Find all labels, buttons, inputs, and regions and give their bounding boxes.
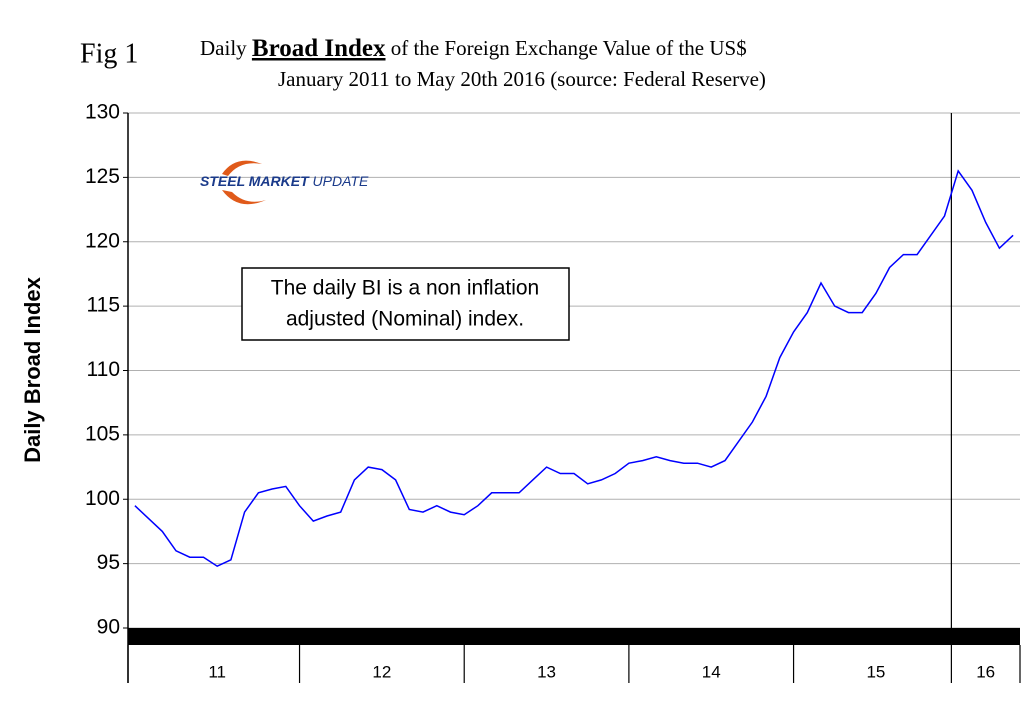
data-line xyxy=(134,169,1014,568)
x-tick-label: 11 xyxy=(208,662,226,681)
title-part: of the Foreign Exchange Value of the US$ xyxy=(386,36,747,60)
y-tick-label: 130 xyxy=(85,101,120,124)
logo-swoosh xyxy=(222,190,266,205)
logo: STEEL MARKET UPDATE xyxy=(200,160,369,205)
logo-swoosh xyxy=(222,160,262,176)
y-tick-label: 95 xyxy=(97,551,120,574)
annotation: The daily BI is a non inflation xyxy=(271,277,540,300)
title-part: Daily xyxy=(200,36,252,60)
axis-band xyxy=(128,628,1020,645)
x-tick-label: 16 xyxy=(976,662,995,681)
chart-subtitle: January 2011 to May 20th 2016 (source: F… xyxy=(278,67,766,91)
logo-text: STEEL MARKET UPDATE xyxy=(200,173,369,189)
y-tick-label: 90 xyxy=(97,616,120,639)
y-axis-label: Daily Broad Index xyxy=(20,276,45,463)
chart-title: Daily Broad Index of the Foreign Exchang… xyxy=(200,35,747,62)
y-tick-label: 105 xyxy=(85,422,120,445)
x-tick-label: 12 xyxy=(372,662,391,681)
y-tick-label: 125 xyxy=(85,165,120,188)
y-tick-label: 120 xyxy=(85,229,120,252)
logo-part: UPDATE xyxy=(309,173,369,189)
logo-part: MARKET xyxy=(249,173,310,189)
figure-label: Fig 1 xyxy=(80,38,138,69)
x-tick-label: 15 xyxy=(866,662,885,681)
annotation-box xyxy=(241,267,570,341)
x-tick-label: 14 xyxy=(702,662,721,681)
y-tick-label: 110 xyxy=(87,358,120,381)
logo-part: STEEL xyxy=(200,173,249,189)
title-part: Broad Index xyxy=(252,35,386,62)
annotation: adjusted (Nominal) index. xyxy=(286,308,524,331)
x-tick-label: 13 xyxy=(537,662,556,681)
y-tick-label: 100 xyxy=(85,487,120,510)
y-tick-label: 115 xyxy=(87,294,120,317)
